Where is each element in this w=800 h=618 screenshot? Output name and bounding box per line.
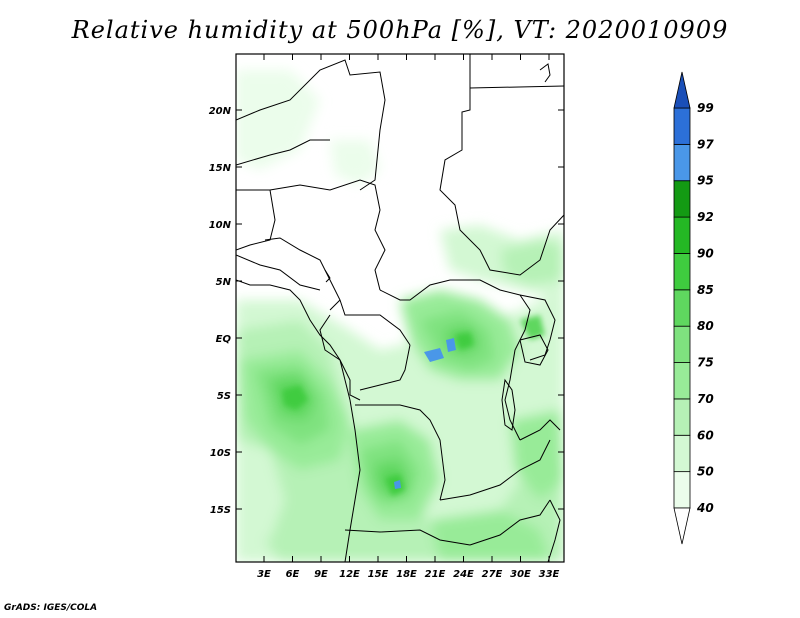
- country-borders: [236, 54, 564, 562]
- colorbar-segment: [673, 362, 691, 400]
- colorbar-segment: [673, 434, 691, 473]
- lon-label: 21E: [425, 569, 446, 580]
- colorbar-label: 80: [697, 319, 714, 333]
- lon-label: 24E: [453, 569, 474, 580]
- colorbar-segment: [673, 325, 691, 363]
- colorbar-label: 70: [697, 392, 714, 406]
- lon-label: 3E: [257, 569, 271, 580]
- colorbar: 40 50 60 70 75 80 85 90 92 95 97 99: [673, 71, 714, 545]
- colorbar-segment: [673, 180, 691, 218]
- colorbar-segment: [673, 253, 691, 291]
- lon-label: 33E: [539, 569, 560, 580]
- credit-text: GrADS: IGES/COLA: [4, 603, 98, 613]
- lon-label: 27E: [482, 569, 503, 580]
- colorbar-label: 95: [697, 174, 714, 188]
- colorbar-label: 97: [697, 137, 714, 151]
- plot-frame: [235, 53, 565, 563]
- lon-label: 30E: [510, 569, 531, 580]
- colorbar-label: 50: [697, 465, 714, 479]
- colorbar-segment: [673, 107, 691, 145]
- colorbar-segment: [673, 398, 691, 436]
- lat-label: 10S: [210, 448, 231, 459]
- colorbar-label: 92: [697, 210, 714, 224]
- high-humidity-patch: [424, 348, 444, 362]
- map-title: Relative humidity at 500hPa [%], VT: 202…: [71, 16, 729, 44]
- lon-label: 6E: [286, 569, 300, 580]
- humidity-field: [236, 70, 564, 562]
- colorbar-segment: [673, 216, 691, 254]
- lat-label: 5S: [217, 391, 231, 402]
- high-humidity-patch: [446, 338, 456, 352]
- lon-label: 15E: [368, 569, 389, 580]
- longitude-axis: 3E 6E 9E 12E 15E 18E 21E 24E 27E 30E 33E: [257, 54, 560, 580]
- lat-label: 15S: [210, 505, 231, 516]
- lat-label: 15N: [209, 163, 232, 174]
- colorbar-label: 60: [697, 428, 714, 442]
- colorbar-over-arrow: [673, 71, 691, 109]
- colorbar-segment: [673, 471, 691, 509]
- high-humidity-patch: [394, 480, 401, 489]
- latitude-axis: 20N 15N 10N 5N EQ 5S 10S 15S: [209, 106, 564, 516]
- colorbar-label: 99: [697, 101, 714, 115]
- lat-label: 10N: [209, 220, 232, 231]
- colorbar-label: 75: [697, 356, 714, 370]
- colorbar-label: 90: [697, 246, 714, 260]
- lon-label: 18E: [396, 569, 417, 580]
- colorbar-under-arrow: [673, 507, 691, 545]
- colorbar-label: 40: [696, 501, 714, 515]
- lat-label: 5N: [216, 277, 232, 288]
- lon-label: 12E: [339, 569, 360, 580]
- lon-label: 9E: [314, 569, 328, 580]
- lat-label: 20N: [209, 106, 232, 117]
- colorbar-segment: [673, 289, 691, 327]
- lat-label: EQ: [216, 334, 232, 345]
- colorbar-segment: [673, 143, 691, 182]
- colorbar-label: 85: [697, 283, 714, 297]
